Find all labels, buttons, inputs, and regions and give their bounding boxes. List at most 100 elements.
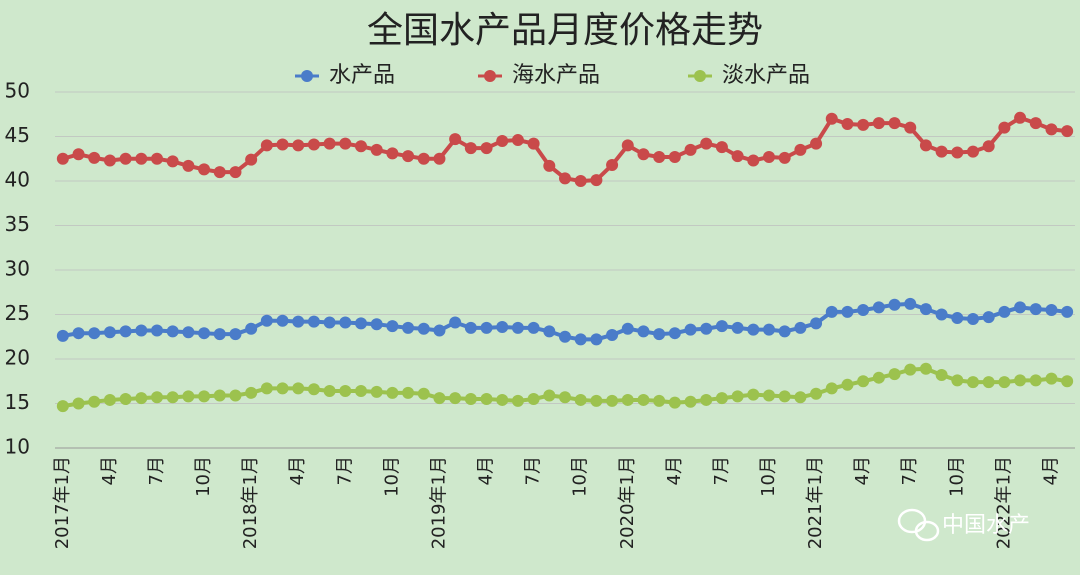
data-point: [810, 317, 823, 330]
data-point: [245, 153, 258, 166]
data-point: [935, 308, 948, 321]
data-point: [245, 386, 258, 399]
data-point: [182, 390, 195, 403]
data-point: [229, 389, 242, 402]
data-point: [684, 323, 697, 336]
legend-label: 淡水产品: [722, 63, 810, 88]
data-point: [574, 393, 587, 406]
data-point: [182, 159, 195, 172]
data-point: [433, 324, 446, 337]
data-point: [417, 322, 430, 335]
data-point: [857, 304, 870, 317]
data-point: [166, 155, 179, 168]
x-tick-label: 2019年1月: [428, 456, 449, 549]
x-tick-label: 2017年1月: [52, 456, 73, 549]
data-point: [684, 143, 697, 156]
data-point: [464, 393, 477, 406]
data-point: [967, 376, 979, 389]
data-point: [511, 394, 524, 407]
data-point: [543, 389, 556, 402]
data-point: [653, 394, 666, 407]
data-point: [72, 148, 85, 161]
data-point: [151, 152, 163, 165]
data-point: [88, 327, 101, 340]
data-point: [449, 316, 462, 329]
data-point: [606, 394, 619, 407]
data-point: [56, 152, 69, 165]
data-point: [339, 385, 352, 398]
data-point: [370, 318, 383, 331]
data-point: [715, 320, 728, 333]
data-point: [355, 385, 367, 398]
x-tick-label: 10月: [193, 456, 214, 497]
data-point: [511, 321, 524, 334]
data-point: [982, 140, 995, 153]
data-point: [951, 146, 964, 159]
data-point: [119, 325, 132, 338]
data-point: [763, 150, 775, 163]
data-point: [307, 315, 320, 328]
data-point: [637, 148, 650, 161]
data-point: [213, 166, 226, 179]
data-point: [825, 305, 838, 318]
data-point: [888, 368, 901, 381]
data-point: [355, 140, 367, 153]
data-point: [998, 121, 1011, 134]
data-point: [967, 145, 979, 158]
data-point: [260, 139, 273, 152]
legend-label: 海水产品: [512, 63, 600, 88]
data-point: [857, 118, 870, 131]
data-point: [276, 382, 289, 395]
data-point: [606, 158, 619, 171]
data-point: [668, 396, 681, 409]
data-point: [527, 137, 540, 150]
x-tick-label: 4月: [99, 456, 120, 485]
data-point: [198, 327, 211, 340]
x-tick-label: 7月: [334, 456, 355, 485]
data-point: [1061, 305, 1074, 318]
data-point: [919, 139, 932, 152]
data-point: [653, 328, 666, 341]
data-point: [449, 133, 462, 146]
x-tick-label: 10月: [381, 456, 402, 497]
data-point: [888, 117, 901, 130]
data-point: [480, 321, 493, 334]
x-tick-label: 10月: [758, 456, 779, 497]
data-point: [810, 137, 823, 150]
data-point: [88, 395, 101, 408]
data-point: [88, 151, 101, 164]
legend-marker: [301, 70, 313, 82]
data-point: [857, 375, 870, 388]
watermark-text: 中国水产: [942, 513, 1030, 538]
data-point: [872, 301, 885, 314]
data-point: [119, 393, 132, 406]
data-point: [1029, 303, 1042, 316]
data-point: [370, 385, 383, 398]
data-point: [260, 314, 273, 327]
data-point: [464, 142, 477, 155]
data-point: [1014, 111, 1027, 124]
data-point: [292, 139, 305, 152]
data-point: [967, 312, 979, 325]
data-point: [747, 154, 760, 167]
data-point: [590, 174, 603, 187]
data-point: [731, 390, 744, 403]
x-tick-label: 4月: [1040, 456, 1061, 485]
data-point: [982, 376, 995, 389]
x-tick-label: 4月: [664, 456, 685, 485]
data-point: [402, 321, 415, 334]
data-point: [182, 326, 195, 339]
data-point: [527, 321, 540, 334]
data-point: [935, 145, 948, 158]
data-point: [386, 386, 399, 399]
data-point: [763, 323, 775, 336]
y-tick-label: 45: [5, 123, 30, 147]
data-point: [72, 397, 85, 410]
x-tick-label: 2020年1月: [617, 456, 638, 549]
data-point: [731, 321, 744, 334]
data-point: [684, 395, 697, 408]
x-tick-label: 10月: [946, 456, 967, 497]
data-point: [103, 393, 116, 406]
data-point: [982, 311, 995, 324]
